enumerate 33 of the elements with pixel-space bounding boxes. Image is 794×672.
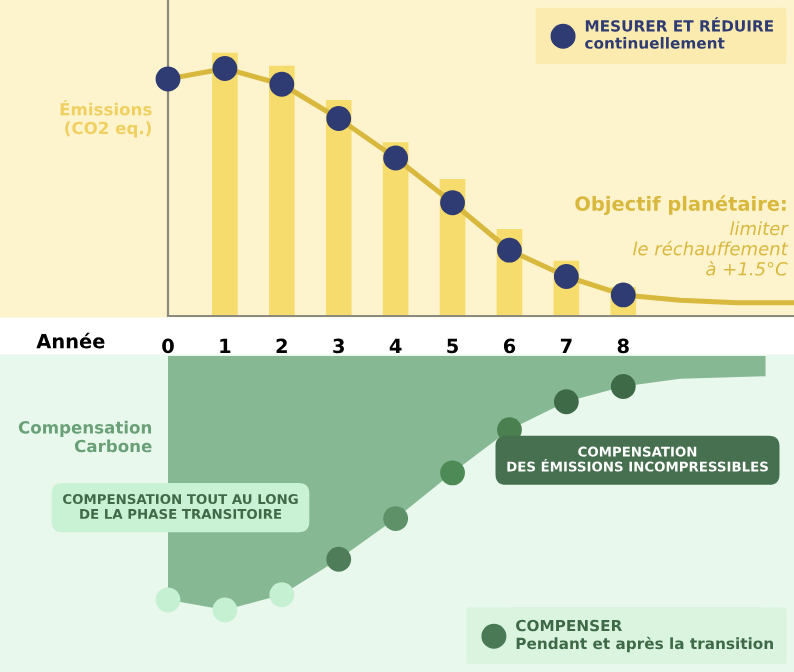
point	[610, 282, 636, 308]
annotation: limiter le réchauffement à +1.5°C	[633, 221, 789, 276]
x-tick-label: 7	[560, 338, 572, 353]
x-tick-label: 2	[276, 338, 287, 353]
bar	[212, 52, 238, 316]
point	[610, 374, 636, 399]
point	[440, 190, 465, 216]
x-tick-label: 5	[447, 338, 458, 354]
point	[155, 66, 181, 92]
x-tick-label: 4	[389, 338, 402, 353]
point	[497, 237, 522, 263]
point	[155, 587, 181, 613]
x-tick-label: 8	[617, 338, 629, 354]
point	[440, 460, 465, 486]
point	[212, 597, 238, 623]
point	[326, 546, 352, 572]
annotation: Objectif planétaire:	[575, 195, 786, 215]
point	[269, 71, 295, 97]
bar	[269, 65, 295, 316]
x-tick-label: 6	[503, 338, 516, 354]
point	[553, 389, 579, 415]
point	[326, 106, 352, 131]
x-axis-title: Année	[36, 332, 105, 349]
y-axis-title: Compensation Carbone	[18, 420, 152, 453]
point	[383, 145, 409, 171]
x-tick-label: 3	[333, 338, 344, 354]
bar	[325, 100, 352, 316]
point	[269, 582, 295, 608]
point	[383, 506, 409, 531]
x-tick-label: 1	[220, 338, 231, 353]
point	[212, 56, 238, 81]
x-tick-label: 0	[162, 338, 174, 354]
y-axis-title: Émissions (CO2 eq.)	[60, 99, 152, 138]
